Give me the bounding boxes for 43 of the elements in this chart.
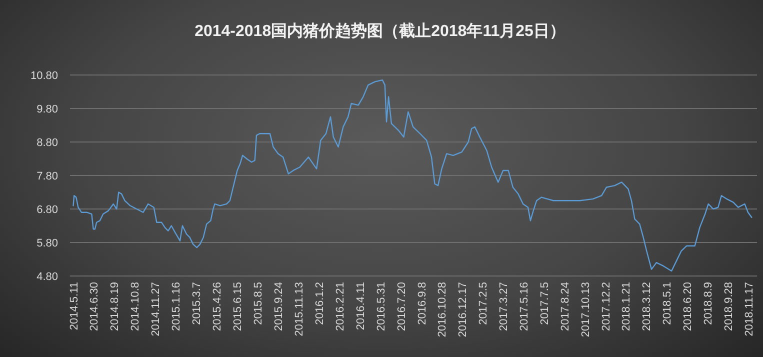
x-tick-label: 2016.12.17 [457, 282, 470, 338]
x-tick-label: 2016.4.11 [354, 282, 367, 330]
x-tick-label: 2015.4.26 [211, 282, 224, 331]
x-tick-label: 2017.12.2 [600, 282, 612, 331]
x-tick-label: 2016.7.20 [396, 282, 408, 331]
y-tick-label: 6.80 [36, 204, 58, 216]
y-tick-label: 8.80 [36, 137, 58, 149]
x-tick-label: 2018.5.1 [662, 282, 674, 325]
x-tick-label: 2018.6.20 [682, 282, 694, 331]
x-tick-label: 2014.5.11 [68, 282, 80, 330]
y-tick-label: 9.80 [36, 104, 58, 116]
x-tick-label: 2018.11.17 [743, 282, 756, 336]
x-tick-label: 2015.11.13 [294, 282, 306, 336]
y-tick-label: 7.80 [36, 170, 58, 182]
y-tick-label: 4.80 [36, 271, 58, 283]
x-tick-label: 2016.10.28 [436, 282, 449, 338]
x-tick-label: 2015.1.16 [170, 282, 183, 331]
x-tick-label: 2017.7.5 [538, 282, 551, 325]
line-series [72, 79, 752, 272]
x-tick-label: 2014.11.27 [150, 282, 162, 336]
x-tick-label: 2015.6.15 [232, 282, 244, 331]
chart-title: 2014-2018国内猪价趋势图（截止2018年11月25日） [194, 22, 566, 40]
x-tick-label: 2017.2.5 [478, 282, 490, 325]
x-tick-label: 2017.3.27 [498, 282, 510, 331]
x-tick-label: 2016.1.2 [314, 282, 326, 325]
x-tick-label: 2015.9.24 [273, 282, 286, 331]
x-tick-label: 2017.8.24 [559, 282, 572, 331]
x-tick-label: 2018.8.9 [702, 282, 715, 325]
x-tick-label: 2016.2.21 [334, 282, 346, 331]
x-tick-label: 2016.9.8 [416, 282, 428, 325]
x-tick-label: 2018.9.28 [722, 282, 735, 331]
x-tick-label: 2016.5.31 [375, 282, 388, 331]
y-tick-label: 5.80 [36, 238, 58, 250]
y-tick-label: 10.80 [30, 70, 58, 82]
x-tick-label: 2014.6.30 [88, 282, 101, 331]
x-tick-label: 2017.5.16 [518, 282, 530, 331]
x-tick-label: 2014.8.19 [109, 282, 122, 331]
x-tick-label: 2018.3.12 [641, 282, 654, 331]
x-tick-label: 2015.8.5 [252, 282, 265, 325]
x-tick-label: 2018.1.21 [620, 282, 633, 331]
x-tick-label: 2015.3.7 [190, 282, 203, 325]
x-tick-label: 2017.10.13 [580, 282, 592, 338]
x-tick-label: 2014.10.8 [130, 282, 142, 331]
